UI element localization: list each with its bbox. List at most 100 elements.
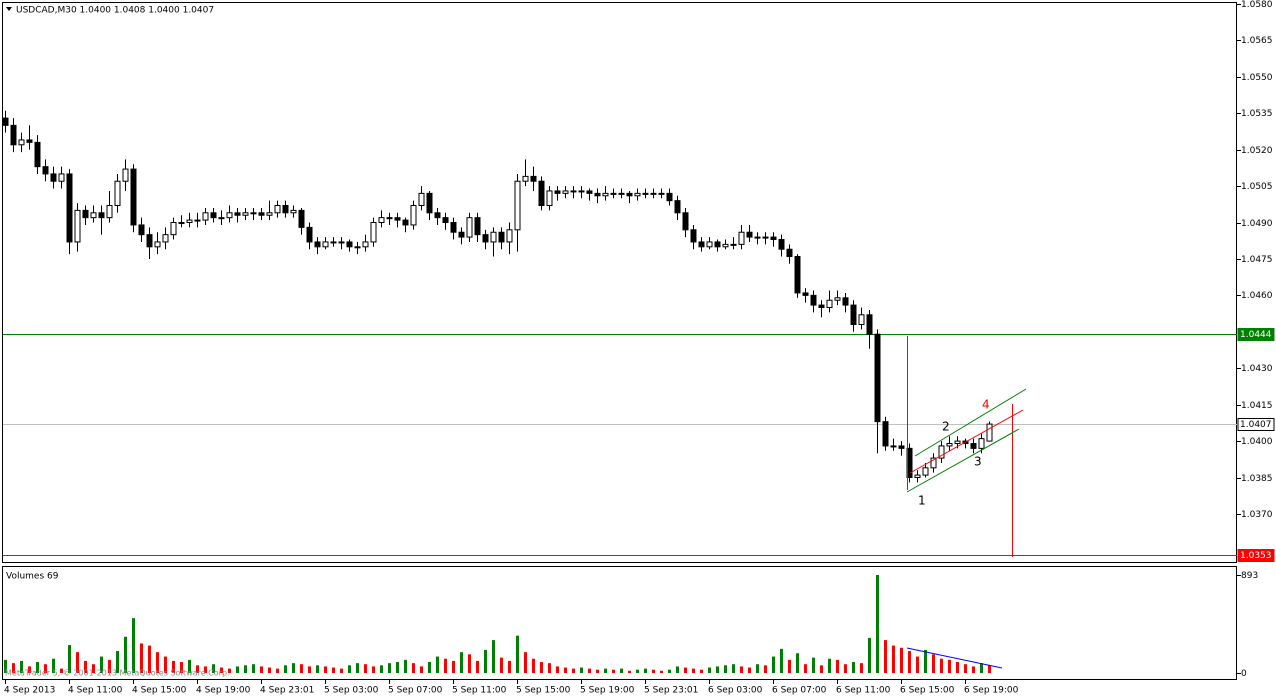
candle-body (618, 192, 625, 195)
wave-label: 1 (918, 494, 926, 508)
volume-bar (876, 575, 879, 673)
candle-body (594, 192, 601, 197)
volume-bar (788, 659, 791, 673)
volume-bar (116, 651, 119, 673)
volume-bar (332, 667, 335, 673)
candle-body (450, 222, 457, 233)
volume-bar (620, 668, 623, 673)
volume-bar (844, 664, 847, 673)
volume-bar (300, 664, 303, 673)
candle-body (850, 304, 857, 326)
candle-body (570, 190, 577, 193)
volume-bar (444, 658, 447, 673)
candle-body (402, 219, 409, 226)
candle-body (506, 229, 513, 243)
candle-body (754, 236, 761, 239)
candle-body (370, 222, 377, 243)
candle-body (466, 217, 473, 238)
volume-bar (412, 663, 415, 673)
volume-bar (700, 669, 703, 673)
volume-bar (956, 662, 959, 673)
volume-bar (380, 665, 383, 673)
volume-bar (428, 662, 431, 673)
candle-body (138, 224, 145, 236)
candle-body (826, 299, 833, 309)
volume-bar (884, 640, 887, 673)
price-pane (2, 2, 1237, 563)
chart-title: USDCAD,M30 1.0400 1.0408 1.0400 1.0407 (16, 6, 214, 16)
volume-bar (52, 658, 55, 673)
volume-bar (868, 637, 871, 673)
candle-body (762, 236, 769, 239)
volume-bar (420, 666, 423, 673)
volume-bar (436, 656, 439, 673)
candle-body (642, 192, 649, 195)
channel-lower (906, 428, 1020, 493)
candle-body (498, 231, 505, 243)
candle-body (226, 212, 233, 219)
candle-body (818, 304, 825, 309)
candle-body (986, 423, 993, 442)
volume-bar (692, 668, 695, 673)
candle-body (114, 180, 121, 207)
volume-bar (228, 668, 231, 673)
volume-title: Volumes 69 (6, 572, 59, 582)
volume-bar (548, 663, 551, 673)
candle-body (578, 190, 585, 193)
candle-body (322, 241, 329, 248)
y-tick-label: 893 (1241, 571, 1258, 581)
candle-body (634, 192, 641, 197)
volume-bar (164, 656, 167, 673)
candle-body (970, 443, 977, 449)
volume-bar (340, 668, 343, 673)
volume-bar (196, 665, 199, 673)
candle-body (162, 234, 169, 243)
level-label: 1.0444 (1240, 330, 1272, 340)
candle-body (50, 173, 57, 182)
volume-bar (612, 669, 615, 673)
volume-bar (4, 659, 7, 673)
volume-bar (220, 667, 223, 673)
candle-body (666, 192, 673, 202)
level-label-box (1237, 328, 1275, 341)
candle-body (314, 241, 321, 248)
volume-bar (916, 656, 919, 673)
candle-body (714, 241, 721, 248)
volume-bar (356, 663, 359, 673)
volume-bar (156, 652, 159, 673)
volume-bar (76, 652, 79, 673)
candle-body (626, 192, 633, 197)
x-tick-label: 5 Sep 23:01 (644, 686, 698, 696)
candle-body (250, 212, 257, 215)
candle-body (490, 231, 497, 243)
candle-body (186, 219, 193, 224)
candle-body (746, 231, 753, 238)
candle-body (706, 241, 713, 248)
candle-body (194, 219, 201, 222)
x-tick-label: 5 Sep 19:00 (580, 686, 635, 696)
volume-bar (588, 668, 591, 673)
volume-bar (84, 660, 87, 673)
candle-body (778, 239, 785, 250)
candle-body (394, 217, 401, 221)
candle-body (866, 314, 873, 335)
volume-bar (980, 663, 983, 673)
volume-bar (604, 668, 607, 673)
volume-bar (756, 664, 759, 673)
volume-bar (60, 668, 63, 673)
level-label: 1.0353 (1240, 551, 1272, 561)
x-tick-label: 4 Sep 2013 (4, 686, 55, 696)
candle-body (106, 205, 113, 219)
candle-body (674, 200, 681, 214)
volume-bar (508, 660, 511, 673)
volume-bar (636, 669, 639, 673)
x-tick-label: 6 Sep 19:00 (964, 686, 1019, 696)
y-tick-label: 0 (1241, 669, 1247, 679)
candle-body (954, 440, 961, 445)
volume-bar (212, 664, 215, 673)
candle-body (698, 241, 705, 248)
volume-bar (836, 659, 839, 673)
candle-body (690, 229, 697, 243)
candle-body (18, 139, 25, 146)
dropdown-icon[interactable] (6, 7, 12, 11)
